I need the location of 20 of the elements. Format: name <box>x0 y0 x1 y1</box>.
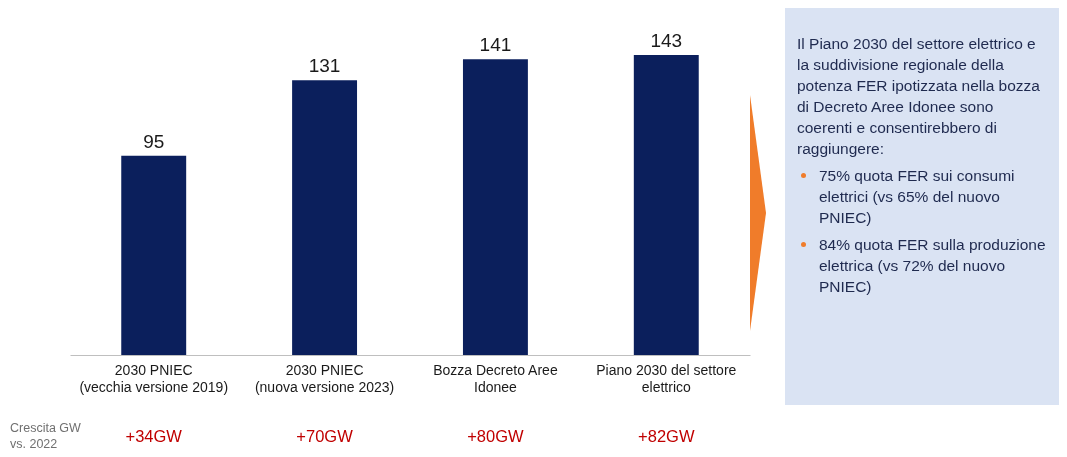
text: 75% quota FER sui consumi elettrici (vs 65% del nuovo PNIEC) <box>819 166 1016 228</box>
bar <box>633 55 699 355</box>
x-tick-label: 2030 PNIEC (vecchia versione 2019) <box>79 361 229 395</box>
text: 84% quota FER sulla produzione elettrica (vs 72% del nuovo PNIEC) <box>819 235 1047 297</box>
text: +80GW <box>467 427 525 445</box>
text: +34GW <box>125 427 183 445</box>
text: +70GW <box>296 427 354 445</box>
text: Crescita GW vs. 2022 <box>10 420 82 452</box>
data-label: 143 <box>650 30 683 51</box>
bar <box>121 155 187 355</box>
x-tick-label: Bozza Decreto Aree Idonee <box>433 361 558 395</box>
bar <box>292 80 358 355</box>
data-label: 141 <box>479 34 512 56</box>
text: +82GW <box>638 427 695 445</box>
data-label: 131 <box>308 55 341 77</box>
bar <box>462 59 528 355</box>
x-tick-label: Piano 2030 del settore elettrico <box>596 361 737 395</box>
text: Il Piano 2030 del settore elettrico e la suddivisione regionale della potenza FER ipotizzata nella bozza di Decreto Aree Idonee sono coerenti e consentirebbero di raggiungere: <box>797 34 1041 159</box>
x-tick-label: 2030 PNIEC (nuova versione 2023) <box>254 361 395 395</box>
data-label: 95 <box>143 130 165 152</box>
